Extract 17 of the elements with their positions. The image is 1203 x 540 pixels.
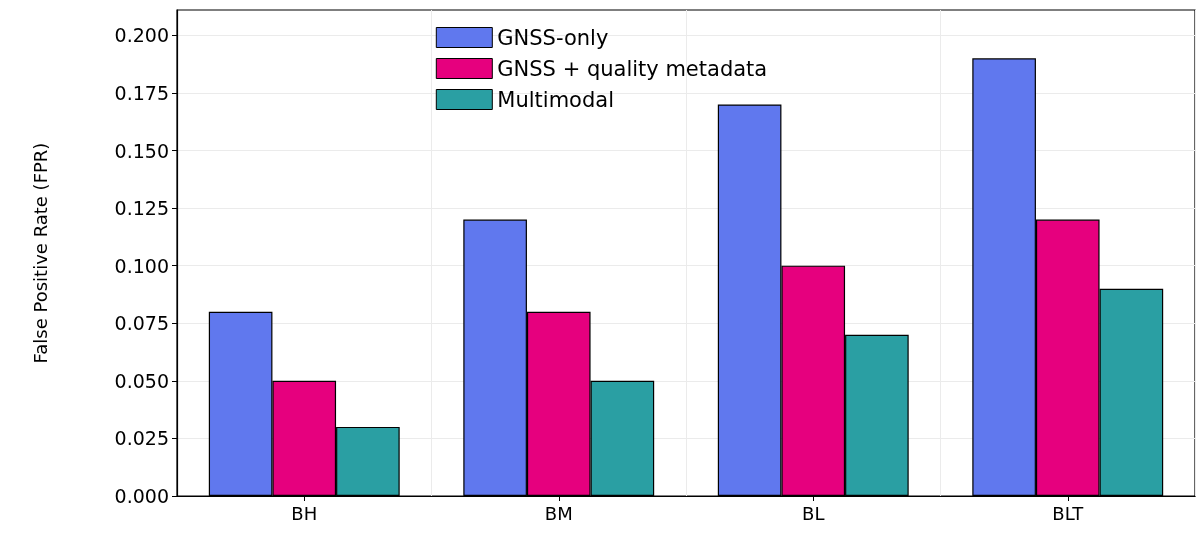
y-tick-label: 0.175 bbox=[114, 81, 169, 104]
y-tick-label: 0.100 bbox=[114, 254, 169, 277]
y-tick-label: 0.025 bbox=[114, 427, 169, 450]
legend-label: Multimodal bbox=[497, 87, 614, 112]
x-tick-label: BM bbox=[544, 502, 573, 524]
x-tick-label: BL bbox=[802, 502, 825, 524]
y-axis-title: False Positive Rate (FPR) bbox=[29, 142, 51, 364]
y-tick-label: 0.050 bbox=[114, 369, 169, 392]
x-tick-label: BH bbox=[291, 502, 318, 524]
y-tick-label: 0.075 bbox=[114, 312, 169, 335]
legend-label: GNSS-only bbox=[497, 25, 609, 50]
y-tick-label: 0.125 bbox=[114, 197, 169, 220]
y-tick-label: 0.000 bbox=[114, 485, 169, 507]
y-tick-label: 0.200 bbox=[114, 24, 169, 47]
legend-label: GNSS + quality metadata bbox=[497, 56, 768, 81]
y-tick-label: 0.150 bbox=[114, 139, 169, 162]
x-tick-label: BLT bbox=[1052, 502, 1085, 524]
